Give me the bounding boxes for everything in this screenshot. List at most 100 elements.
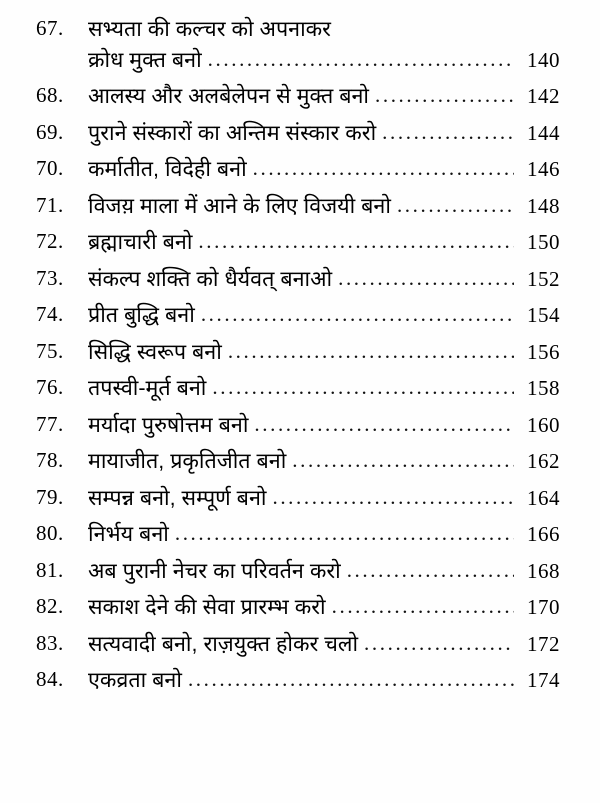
toc-entry-page-number: 172 — [527, 631, 560, 656]
toc-entry-last-line: मायाजीत, प्रकृतिजीत बनो 162 — [88, 446, 560, 477]
toc-entry-last-line: पुराने संस्कारों का अन्तिम संस्कार करो 14… — [88, 118, 560, 149]
toc-entry-number: 69. — [36, 119, 64, 144]
toc-entry[interactable]: 75. सिद्धि स्वरूप बनो 156 — [36, 337, 560, 368]
toc-entry-wrapped-line: सभ्यता की कल्चर को अपनाकर140 — [88, 14, 560, 45]
toc-entry[interactable]: 79. सम्पन्न बनो, सम्पूर्ण बनो 164 — [36, 483, 560, 514]
toc-entry[interactable]: 72. ब्रह्माचारी बनो 150 — [36, 227, 560, 258]
toc-entry-title: संकल्प शक्ति को धैर्यवत् बनाओ — [88, 266, 333, 291]
toc-entry-title: सकाश देने की सेवा प्रारम्भ करो — [88, 595, 326, 620]
toc-entry-number: 78. — [36, 448, 64, 473]
toc-entry[interactable]: 70. कर्मातीत, विदेही बनो 146 — [36, 154, 560, 185]
toc-entry-number: 74. — [36, 302, 64, 327]
toc-entry-title: कर्मातीत, विदेही बनो — [88, 157, 247, 182]
toc-entry[interactable]: 68. आलस्य और अलबेलेपन से मुक्त बनो 142 — [36, 81, 560, 112]
toc-entry-title: विजय़ माला में आने के लिए विजयी बनो — [88, 193, 391, 218]
toc-entry-number: 68. — [36, 83, 64, 108]
toc-entry-body: निर्भय बनो 166 — [88, 519, 560, 550]
toc-entry-body: सभ्यता की कल्चर को अपनाकर140क्रोध मुक्त … — [88, 14, 560, 75]
toc-entry-page-number: 156 — [527, 339, 560, 364]
toc-entry-last-line: सत्यवादी बनो, राज़युक्त होकर चलो 172 — [88, 629, 560, 660]
toc-entry-last-line: ब्रह्माचारी बनो 150 — [88, 227, 560, 258]
dot-leader — [212, 377, 514, 398]
toc-entry-body: विजय़ माला में आने के लिए विजयी बनो 148 — [88, 191, 560, 222]
dot-leader — [382, 122, 514, 143]
toc-entry[interactable]: 76. तपस्वी-मूर्त बनो 158 — [36, 373, 560, 404]
toc-entry-title: आलस्य और अलबेलेपन से मुक्त बनो — [88, 84, 369, 109]
dot-leader — [364, 633, 514, 654]
toc-entry-page-number: 146 — [527, 157, 560, 182]
toc-entry-number: 76. — [36, 375, 64, 400]
toc-entry-number: 79. — [36, 484, 64, 509]
toc-entry-number: 67. — [36, 16, 64, 40]
toc-entry[interactable]: 83. सत्यवादी बनो, राज़युक्त होकर चलो 172 — [36, 629, 560, 660]
toc-entry-number: 81. — [36, 557, 64, 582]
toc-entry-last-line: तपस्वी-मूर्त बनो 158 — [88, 373, 560, 404]
toc-entry[interactable]: 67.सभ्यता की कल्चर को अपनाकर140क्रोध मुक… — [36, 14, 560, 75]
dot-leader — [332, 596, 514, 617]
toc-entry-page-number: 148 — [527, 193, 560, 218]
dot-leader — [253, 158, 514, 179]
toc-entry-page-number: 152 — [527, 266, 560, 291]
toc-entry[interactable]: 84. एकव्रता बनो 174 — [36, 665, 560, 696]
toc-entry-page-number: 144 — [527, 120, 560, 145]
toc-entry[interactable]: 77. मर्यादा पुरुषोत्तम बनो 160 — [36, 410, 560, 441]
toc-entry-page-number: 174 — [527, 668, 560, 693]
toc-entry-page-number: 164 — [527, 485, 560, 510]
toc-entry-body: सत्यवादी बनो, राज़युक्त होकर चलो 172 — [88, 629, 560, 660]
toc-entry-body: संकल्प शक्ति को धैर्यवत् बनाओ 152 — [88, 264, 560, 295]
toc-entry-last-line: क्रोध मुक्त बनो 140 — [88, 45, 560, 76]
toc-entry[interactable]: 81. अब पुरानी नेचर का परिवर्तन करो 168 — [36, 556, 560, 587]
toc-entry-last-line: विजय़ माला में आने के लिए विजयी बनो 148 — [88, 191, 560, 222]
dot-leader — [397, 195, 514, 216]
toc-entry-title: क्रोध मुक्त बनो — [88, 47, 202, 72]
toc-entry-body: मायाजीत, प्रकृतिजीत बनो 162 — [88, 446, 560, 477]
toc-entry-number: 77. — [36, 411, 64, 436]
toc-entry-last-line: अब पुरानी नेचर का परिवर्तन करो 168 — [88, 556, 560, 587]
toc-entry-body: सम्पन्न बनो, सम्पूर्ण बनो 164 — [88, 483, 560, 514]
toc-entry-page-number: 140 — [527, 47, 560, 72]
toc-entry-number: 84. — [36, 667, 64, 692]
toc-entry-body: ब्रह्माचारी बनो 150 — [88, 227, 560, 258]
toc-entry-title: ब्रह्माचारी बनो — [88, 230, 193, 255]
toc-entry-body: सिद्धि स्वरूप बनो 156 — [88, 337, 560, 368]
toc-entry-number: 80. — [36, 521, 64, 546]
toc-entry-last-line: निर्भय बनो 166 — [88, 519, 560, 550]
toc-entry-number: 75. — [36, 338, 64, 363]
toc-entry-last-line: एकव्रता बनो 174 — [88, 665, 560, 696]
toc-entry-number: 73. — [36, 265, 64, 290]
toc-entry-title: सम्पन्न बनो, सम्पूर्ण बनो — [88, 485, 267, 510]
dot-leader — [375, 85, 514, 106]
toc-entry-body: एकव्रता बनो 174 — [88, 665, 560, 696]
toc-entry[interactable]: 74. प्रीत बुद्धि बनो 154 — [36, 300, 560, 331]
toc-entry-page-number: 150 — [527, 230, 560, 255]
toc-entry-page-number: 154 — [527, 303, 560, 328]
toc-entry-title: सिद्धि स्वरूप बनो — [88, 339, 222, 364]
toc-entry-title: तपस्वी-मूर्त बनो — [88, 376, 207, 401]
toc-entry-number: 72. — [36, 229, 64, 254]
toc-entry-title: सभ्यता की कल्चर को अपनाकर — [88, 17, 331, 41]
toc-entry-body: कर्मातीत, विदेही बनो 146 — [88, 154, 560, 185]
dot-leader — [338, 268, 514, 289]
toc-entry[interactable]: 71. विजय़ माला में आने के लिए विजयी बनो 14… — [36, 191, 560, 222]
toc-entry-page-number: 170 — [527, 595, 560, 620]
toc-entry-title: प्रीत बुद्धि बनो — [88, 303, 195, 328]
toc-entry-body: प्रीत बुद्धि बनो 154 — [88, 300, 560, 331]
toc-entry-last-line: सकाश देने की सेवा प्रारम्भ करो 170 — [88, 592, 560, 623]
toc-entry-body: पुराने संस्कारों का अन्तिम संस्कार करो 14… — [88, 118, 560, 149]
toc-entry[interactable]: 80. निर्भय बनो 166 — [36, 519, 560, 550]
toc-entry[interactable]: 73. संकल्प शक्ति को धैर्यवत् बनाओ 152 — [36, 264, 560, 295]
toc-entry[interactable]: 69. पुराने संस्कारों का अन्तिम संस्कार कर… — [36, 118, 560, 149]
toc-entry[interactable]: 78. मायाजीत, प्रकृतिजीत बनो 162 — [36, 446, 560, 477]
toc-entry[interactable]: 82. सकाश देने की सेवा प्रारम्भ करो 170 — [36, 592, 560, 623]
dot-leader — [228, 341, 514, 362]
toc-entry-body: मर्यादा पुरुषोत्तम बनो 160 — [88, 410, 560, 441]
toc-entry-title: मायाजीत, प्रकृतिजीत बनो — [88, 449, 287, 474]
toc-entry-last-line: संकल्प शक्ति को धैर्यवत् बनाओ 152 — [88, 264, 560, 295]
toc-entry-page-number: 142 — [527, 84, 560, 109]
toc-entry-body: अब पुरानी नेचर का परिवर्तन करो 168 — [88, 556, 560, 587]
toc-entry-title: एकव्रता बनो — [88, 668, 182, 693]
toc-entry-title: पुराने संस्कारों का अन्तिम संस्कार करो — [88, 120, 377, 145]
dot-leader — [188, 669, 514, 690]
toc-entry-title: मर्यादा पुरुषोत्तम बनो — [88, 412, 249, 437]
